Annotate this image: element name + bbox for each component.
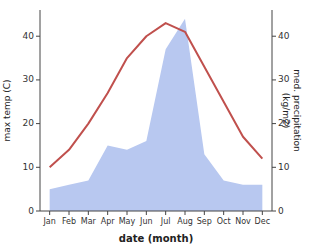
x-tick (49, 211, 50, 215)
y-tick-label: 30 (23, 74, 35, 84)
y-tick-label: 20 (23, 118, 35, 128)
y-tick (36, 36, 40, 37)
x-axis-line (40, 211, 272, 212)
x-tick-label: Jul (160, 217, 171, 226)
x-tick (165, 211, 166, 215)
y2-axis-label-line: (kg/m2) (281, 93, 291, 128)
line (50, 23, 263, 167)
x-tick-label: Mar (81, 217, 97, 226)
y2-tick-label: 10 (278, 162, 290, 172)
y2-tick (272, 167, 276, 168)
y-tick-label: 0 (28, 206, 34, 216)
x-tick (262, 211, 263, 215)
x-tick-label: May (119, 217, 136, 226)
x-tick (185, 211, 186, 215)
y-tick-label: 40 (23, 31, 35, 41)
y2-axis-line (272, 10, 273, 211)
y2-axis-label-line: med. precipitation (292, 69, 302, 151)
y2-axis-label: med. precipitation(kg/m2) (281, 69, 302, 151)
y-tick (36, 167, 40, 168)
x-tick-label: Nov (235, 217, 251, 226)
y2-tick (272, 36, 276, 37)
x-tick-label: Apr (101, 217, 116, 226)
y2-tick (272, 79, 276, 80)
series-group (50, 19, 263, 211)
y-axis-label: max temp (C) (2, 79, 12, 141)
x-tick (107, 211, 108, 215)
x-tick-label: Sep (197, 217, 212, 226)
x-tick-label: Aug (177, 217, 193, 226)
y2-tick (272, 211, 276, 212)
x-axis-label: date (month) (119, 233, 193, 244)
x-tick (127, 211, 128, 215)
x-tick (69, 211, 70, 215)
y-axis-line (40, 10, 41, 211)
x-tick (204, 211, 205, 215)
area (50, 19, 263, 211)
y2-tick-label: 30 (278, 74, 290, 84)
y-tick-label: 10 (23, 162, 35, 172)
x-tick (223, 211, 224, 215)
x-tick-label: Jan (42, 217, 55, 226)
x-tick-label: Dec (255, 217, 270, 226)
y-tick (36, 211, 40, 212)
chart-svg: 010203040010203040JanFebMarAprMayJunJulA… (0, 0, 318, 247)
x-tick-label: Jun (139, 217, 153, 226)
x-tick (88, 211, 89, 215)
y2-tick-label: 40 (278, 31, 290, 41)
x-tick (146, 211, 147, 215)
y2-tick (272, 123, 276, 124)
y-tick (36, 123, 40, 124)
y2-tick-label: 0 (278, 206, 284, 216)
y-tick (36, 79, 40, 80)
x-tick-label: Oct (217, 217, 231, 226)
chart-container: 010203040010203040JanFebMarAprMayJunJulA… (0, 0, 318, 247)
x-tick (243, 211, 244, 215)
x-tick-label: Feb (62, 217, 76, 226)
